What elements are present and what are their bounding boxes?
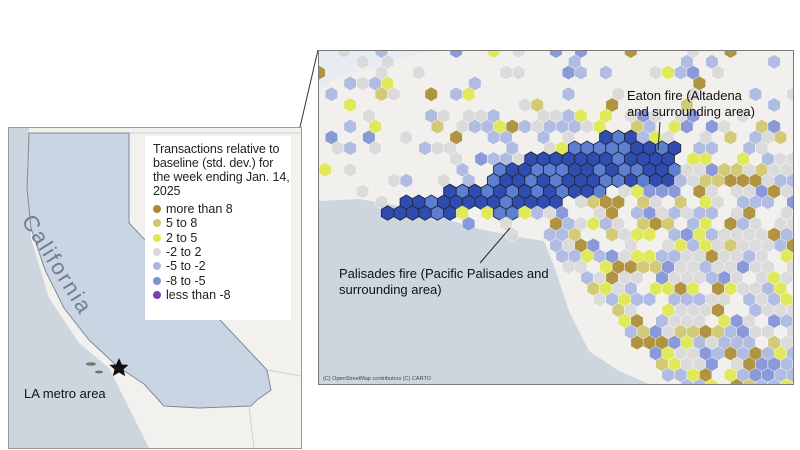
- data-hex: [319, 65, 326, 81]
- data-hex: [343, 162, 357, 178]
- eaton-fire-label: Eaton fire (Altadena and surrounding are…: [627, 88, 755, 119]
- legend-item: -8 to -5: [153, 273, 291, 288]
- data-hex: [767, 97, 781, 113]
- data-hex: [780, 378, 793, 384]
- hex-grid: [319, 51, 793, 384]
- data-hex: [680, 119, 694, 135]
- data-hex: [562, 86, 575, 102]
- data-hex: [449, 51, 463, 59]
- data-hex: [574, 65, 588, 81]
- fire-hex: [405, 205, 420, 221]
- data-hex: [624, 51, 638, 59]
- data-hex: [749, 86, 762, 102]
- fire-hex: [393, 205, 407, 221]
- data-hex: [487, 51, 500, 59]
- legend-item: more than 8: [153, 202, 291, 216]
- la-metro-label: LA metro area: [24, 386, 106, 401]
- star-icon: [109, 358, 129, 377]
- data-hex: [549, 51, 563, 59]
- legend-title: Transactions relative to baseline (std. …: [153, 142, 290, 198]
- data-hex: [518, 97, 532, 113]
- legend-label: less than -8: [166, 287, 231, 302]
- data-hex: [755, 378, 769, 384]
- data-hex: [692, 378, 706, 384]
- data-hex: [711, 65, 725, 81]
- legend-label: -8 to -5: [166, 273, 206, 288]
- fire-hex: [443, 205, 457, 221]
- data-hex: [730, 378, 744, 384]
- data-hex: [424, 86, 438, 102]
- data-hex: [512, 65, 525, 81]
- data-hex: [599, 65, 613, 81]
- data-hex: [431, 119, 444, 135]
- data-hex: [767, 54, 781, 70]
- data-hex: [337, 51, 351, 59]
- legend-label: -2 to 2: [166, 245, 202, 260]
- data-hex: [431, 140, 444, 156]
- data-hex: [499, 65, 513, 81]
- legend-label: 5 to 8: [166, 216, 198, 231]
- data-hex: [325, 86, 338, 102]
- data-hex: [643, 291, 656, 307]
- legend-swatch: [153, 205, 161, 214]
- data-hex: [680, 378, 694, 384]
- data-hex: [356, 54, 370, 70]
- data-hex: [356, 75, 370, 91]
- map-attribution: (C) OpenStreetMap contributors (C) CARTO: [323, 376, 431, 382]
- legend-label: more than 8: [166, 202, 233, 217]
- data-hex: [474, 151, 488, 167]
- fire-hex: [380, 205, 395, 221]
- data-hex: [387, 173, 401, 189]
- data-hex: [368, 140, 382, 156]
- data-hex: [356, 183, 370, 199]
- legend-swatch: [153, 276, 161, 285]
- data-hex: [319, 162, 332, 178]
- data-hex: [418, 140, 432, 156]
- data-hex: [786, 86, 793, 102]
- data-hex: [724, 51, 737, 59]
- data-hex: [343, 97, 357, 113]
- data-hex: [518, 119, 532, 135]
- data-hex: [736, 108, 750, 124]
- data-hex: [412, 65, 426, 81]
- legend-label: 2 to 5: [166, 230, 198, 245]
- data-hex: [767, 378, 781, 384]
- legend-swatch: [153, 290, 161, 299]
- legend-swatch: [153, 248, 161, 257]
- legend-swatch: [153, 233, 161, 242]
- data-hex: [343, 119, 357, 135]
- data-hex: [724, 129, 737, 145]
- detail-map: (C) OpenStreetMap contributors (C) CARTO: [318, 50, 794, 385]
- data-hex: [742, 378, 756, 384]
- data-hex: [705, 378, 719, 384]
- data-hex: [649, 65, 663, 81]
- legend-label: -5 to -2: [166, 259, 206, 274]
- legend-item: 5 to 8: [153, 216, 291, 230]
- data-hex: [512, 51, 525, 59]
- legend-item: -5 to -2: [153, 259, 291, 273]
- fire-hex: [430, 205, 445, 221]
- legend-item: -2 to 2: [153, 245, 291, 259]
- data-hex: [761, 194, 775, 210]
- data-hex: [462, 216, 476, 232]
- data-hex: [643, 227, 656, 243]
- legend-swatch: [153, 219, 161, 228]
- data-hex: [774, 129, 787, 145]
- legend: Transactions relative to baseline (std. …: [145, 136, 291, 320]
- data-hex: [399, 129, 413, 145]
- data-hex: [661, 65, 675, 81]
- legend-swatch: [153, 262, 161, 271]
- legend-item: 2 to 5: [153, 231, 291, 245]
- legend-item: less than -8: [153, 288, 291, 302]
- data-hex: [343, 75, 357, 91]
- data-hex: [449, 86, 463, 102]
- palisades-fire-label: Palisades fire (Pacific Palisades and su…: [339, 266, 549, 297]
- data-hex: [462, 86, 476, 102]
- data-hex: [387, 86, 401, 102]
- data-hex: [399, 173, 413, 189]
- data-hex: [343, 140, 357, 156]
- fire-hex: [418, 205, 432, 221]
